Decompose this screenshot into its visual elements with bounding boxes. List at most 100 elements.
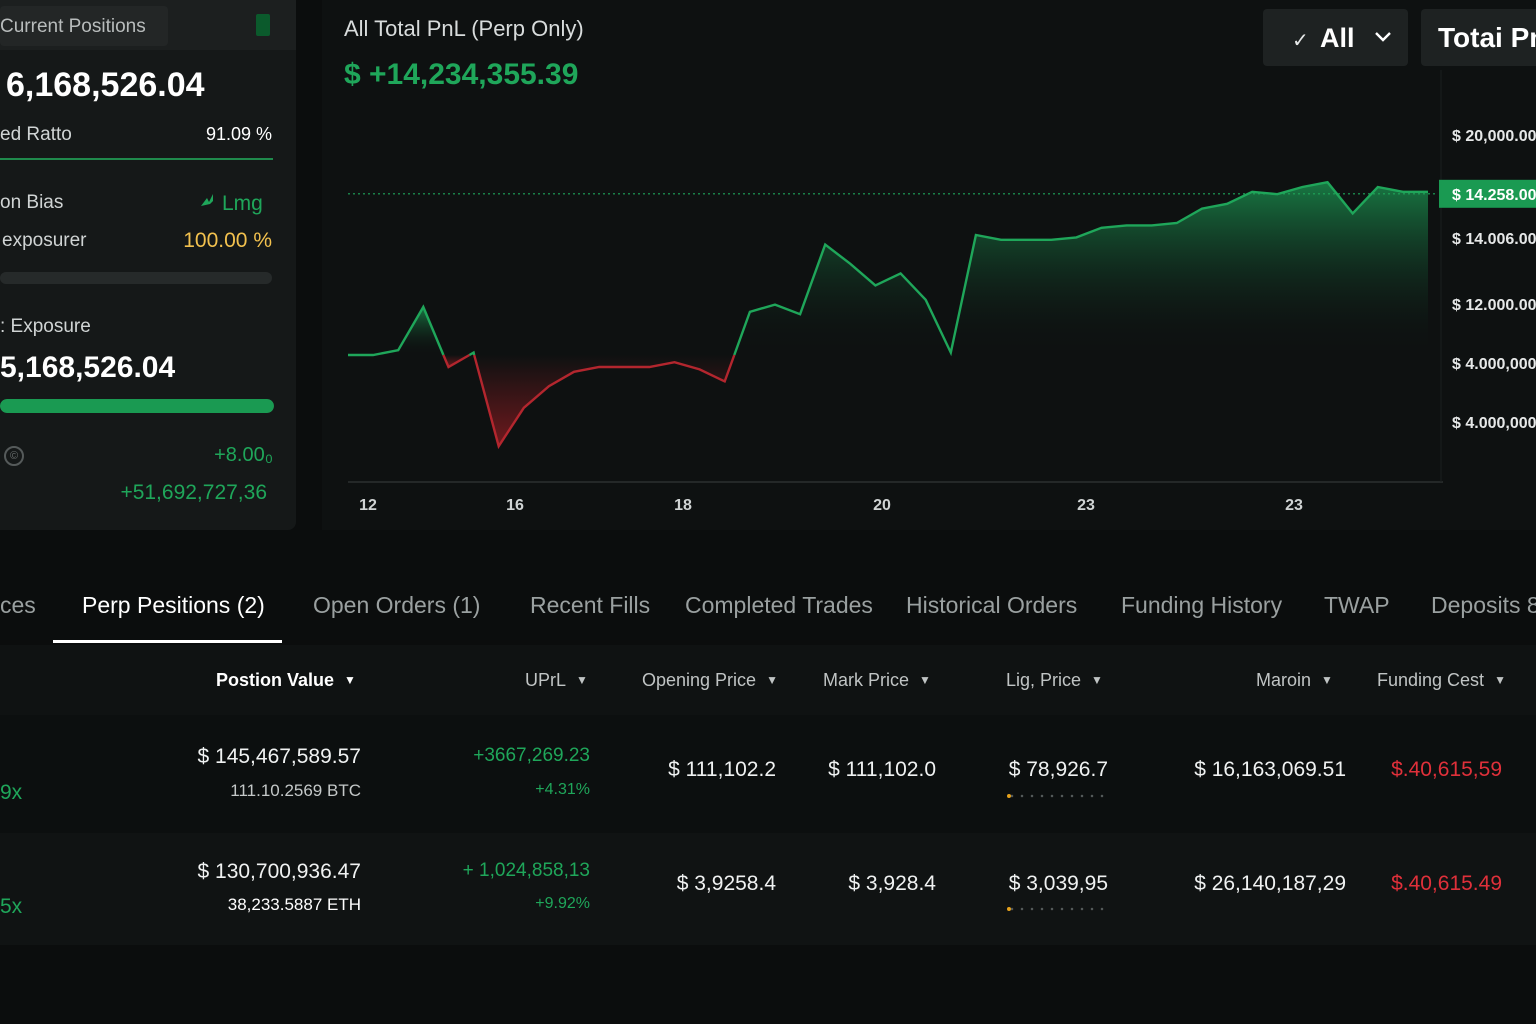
sort-caret-icon: ▼ [919, 673, 931, 687]
header-liq-price-label: Lig, Price [1006, 670, 1082, 690]
ratio-value: 91.09 % [205, 124, 272, 144]
exposure-value: 100.00 % [183, 229, 272, 252]
header-margin-label: Maroin [1256, 670, 1312, 690]
header-position-value-label: Postion Value [216, 670, 335, 690]
bias-value: Lmg [222, 192, 263, 215]
leverage-badge: 9x [0, 781, 23, 804]
range-filter-label: All [1320, 23, 1355, 53]
header-position-value[interactable]: Postion Value ▼ [216, 670, 356, 691]
account-summary-panel [0, 0, 296, 530]
tab-completed-trades[interactable]: Completed Trades [685, 592, 873, 618]
pnl-line-negative [473, 354, 736, 450]
exposure-label: exposurer [2, 230, 87, 251]
ratio-label: ed Ratto [0, 124, 72, 145]
position-size: 38,233.5887 ETH [227, 895, 361, 914]
sort-caret-icon: ▼ [576, 673, 588, 687]
y-tick-label: $ 14.006.00 [1452, 231, 1536, 248]
leverage-badge: 5x [0, 895, 23, 918]
uprl-value: + 1,024,858,13 [462, 860, 590, 881]
pnl-line-positive [733, 180, 1428, 357]
tab-perp-positions[interactable]: Perp Pesitions (2) [82, 592, 265, 618]
header-uprl[interactable]: UPrL ▼ [525, 670, 588, 691]
coin-icon: © [4, 446, 24, 466]
sort-caret-icon: ▼ [1091, 673, 1103, 687]
current-positions-label: Current Positions [0, 16, 146, 37]
y-tick-label: $ 4.000,000 [1452, 415, 1536, 432]
table-row[interactable]: 9x $ 145,467,589.57 111.10.2569 BTC +366… [0, 715, 1536, 833]
header-mark-price[interactable]: Mark Price ▼ [823, 670, 931, 691]
total-pnl-value: $ +14,234,355.39 [344, 58, 579, 91]
pnl-chart: 12 16 18 20 23 23 $ 20,000.00 $ 14.006.00 $ 12.… [348, 70, 1536, 514]
tab-twap[interactable]: TWAP [1324, 592, 1390, 618]
pnl-area-negative [474, 355, 735, 447]
chart-title: All Total PnL (Perp Only) [344, 16, 584, 41]
net-exposure-bar [0, 399, 274, 413]
summary-divider [0, 158, 273, 160]
position-value: $ 130,700,936.47 [197, 860, 362, 883]
uprl-value: +3667,269.23 [473, 745, 590, 766]
pnl-area-positive [734, 182, 1428, 355]
total-value: +51,692,727,36 [120, 481, 267, 504]
tab-deposits[interactable]: Deposits 8 [1431, 592, 1536, 618]
pnl-line-negative [442, 353, 470, 369]
y-tick-label: $ 4.000,000 [1452, 356, 1536, 373]
x-tick-label: 23 [1077, 497, 1095, 514]
x-tick-label: 20 [873, 497, 891, 514]
sort-caret-icon: ▼ [344, 673, 356, 687]
pnl-line-positive [348, 304, 445, 357]
current-value-tag: $ 14.258.00 [1439, 179, 1536, 208]
check-chart-icon: ✓ [1292, 30, 1309, 52]
active-tab-indicator [53, 640, 282, 643]
metric-select[interactable] [1421, 9, 1536, 66]
panel-toggle-icon[interactable] [256, 14, 270, 36]
position-value: $ 145,467,589.57 [197, 745, 362, 768]
pnl-line-positive [468, 350, 476, 357]
header-mark-price-label: Mark Price [823, 670, 910, 690]
positions-tab-bar: ces Perp Pesitions (2) Open Orders (1) R… [0, 570, 1536, 642]
table-row[interactable]: 5x $ 130,700,936.47 38,233.5887 ETH + 1,… [0, 833, 1536, 945]
header-opening-price[interactable]: Opening Price ▼ [642, 670, 778, 691]
current-positions-tab[interactable] [0, 6, 168, 46]
tab-recent-fills[interactable]: Recent Fills [530, 592, 651, 618]
mark-price: $ 111,102.0 [828, 758, 936, 781]
uprl-percent: +9.92% [535, 895, 590, 912]
tab-open-orders[interactable]: Open Orders (1) [313, 592, 481, 618]
sort-caret-icon: ▼ [766, 673, 778, 687]
liq-price: $ 3,039,95 [1008, 872, 1108, 895]
net-exposure-bar-fill [0, 399, 274, 413]
position-size: 111.10.2569 BTC [230, 781, 361, 800]
tab-balances[interactable]: ces [0, 592, 36, 618]
exposure-bar [0, 272, 272, 284]
header-margin[interactable]: Maroin ▼ [1256, 670, 1333, 691]
x-tick-label: 16 [506, 497, 524, 514]
header-liq-price[interactable]: Lig, Price ▼ [1006, 670, 1103, 691]
positions-table-header: Postion Value ▼ UPrL ▼ Opening Price ▼ Mark… [0, 645, 1536, 715]
account-value: 6,168,526.04 [6, 66, 205, 104]
funding-cost: $.40,615.49 [1391, 872, 1502, 895]
pnl-area-positive [348, 307, 444, 355]
tab-funding-history[interactable]: Funding History [1121, 592, 1283, 618]
mark-price: $ 3,928.4 [848, 872, 936, 895]
sort-caret-icon: ▼ [1494, 673, 1506, 687]
bias-trend-icon [201, 194, 213, 206]
liq-distance-indicator [1007, 907, 1107, 911]
bias-label: on Bias [0, 192, 64, 213]
net-exposure-value: 5,168,526.04 [0, 351, 176, 384]
liq-distance-indicator [1007, 794, 1107, 798]
header-funding-cost-label: Funding Cest [1377, 670, 1485, 690]
uprl-percent: +4.31% [535, 781, 590, 798]
header-funding-cost[interactable]: Funding Cest ▼ [1377, 670, 1506, 691]
opening-price: $ 3,9258.4 [676, 872, 776, 895]
current-value-label: $ 14.258.00 [1452, 187, 1536, 204]
y-tick-label: $ 20,000.00 [1452, 128, 1536, 145]
x-tick-label: 12 [359, 497, 377, 514]
tab-historical-orders[interactable]: Historical Orders [906, 592, 1078, 618]
x-tick-label: 18 [674, 497, 692, 514]
header-uprl-label: UPrL [525, 670, 567, 690]
x-tick-label: 23 [1285, 497, 1303, 514]
y-tick-label: $ 12.000.00 [1452, 297, 1536, 314]
opening-price: $ 111,102.2 [668, 758, 776, 781]
margin-value: $ 16,163,069.51 [1194, 758, 1346, 781]
header-opening-price-label: Opening Price [642, 670, 757, 690]
sort-caret-icon: ▼ [1321, 673, 1333, 687]
